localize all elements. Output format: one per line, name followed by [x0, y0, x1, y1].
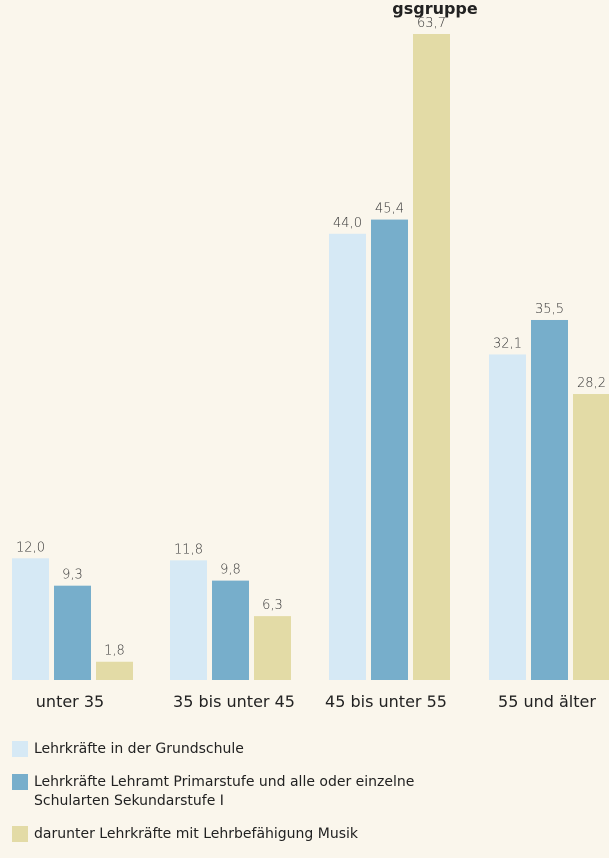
- bar-chart: gsgruppe 12,0 9,3 1,8 unter 35 11,8 9,8 6,3 35 …: [12, 0, 609, 711]
- bar-3-3: [413, 34, 450, 680]
- value-label-3-1: 44,0: [333, 216, 362, 231]
- value-label-2-1: 11,8: [174, 542, 203, 557]
- bar-2-1: [170, 560, 207, 680]
- value-label-2-2: 9,8: [220, 563, 241, 578]
- legend-item-grundschule: Lehrkräfte in der Grundschule: [12, 740, 492, 759]
- legend-swatch: [12, 826, 28, 842]
- bar-4-2: [531, 319, 568, 680]
- bar-2-3: [254, 616, 291, 680]
- legend-item-primarstufe: Lehrkräfte Lehramt Primarstufe und alle …: [12, 773, 492, 811]
- value-label-1-1: 12,0: [16, 540, 45, 555]
- value-label-3-3: 63,7: [417, 16, 446, 31]
- category-label-3: 45 bis unter 55: [325, 692, 447, 711]
- value-label-3-2: 45,4: [375, 202, 404, 217]
- legend-swatch: [12, 741, 28, 757]
- bar-3-2: [371, 219, 408, 680]
- legend-label: Lehrkräfte Lehramt Primarstufe und alle …: [34, 774, 415, 809]
- bar-4-3: [573, 394, 609, 680]
- bar-1-1: [12, 558, 49, 680]
- value-label-2-3: 6,3: [262, 598, 283, 613]
- category-label-2: 35 bis unter 45: [173, 692, 295, 711]
- value-label-4-1: 32,1: [493, 336, 522, 351]
- legend-label: Lehrkräfte in der Grundschule: [34, 741, 244, 757]
- value-label-4-2: 35,5: [535, 302, 564, 317]
- legend-swatch: [12, 774, 28, 790]
- bar-3-1: [329, 233, 366, 680]
- legend-item-musik: darunter Lehrkräfte mit Lehrbefähigung M…: [12, 825, 492, 844]
- chart-title-fragment: gsgruppe: [392, 0, 478, 18]
- bar-1-3: [96, 661, 133, 680]
- value-label-4-3: 28,2: [577, 376, 606, 391]
- bar-2-2: [212, 580, 249, 680]
- category-label-4: 55 und älter: [498, 692, 596, 711]
- bar-1-2: [54, 585, 91, 680]
- value-label-1-2: 9,3: [62, 568, 83, 583]
- category-label-1: unter 35: [36, 692, 104, 711]
- legend-label: darunter Lehrkräfte mit Lehrbefähigung M…: [34, 826, 358, 842]
- legend: Lehrkräfte in der Grundschule Lehrkräfte…: [12, 740, 492, 858]
- value-label-1-3: 1,8: [104, 644, 125, 659]
- bar-4-1: [489, 354, 526, 680]
